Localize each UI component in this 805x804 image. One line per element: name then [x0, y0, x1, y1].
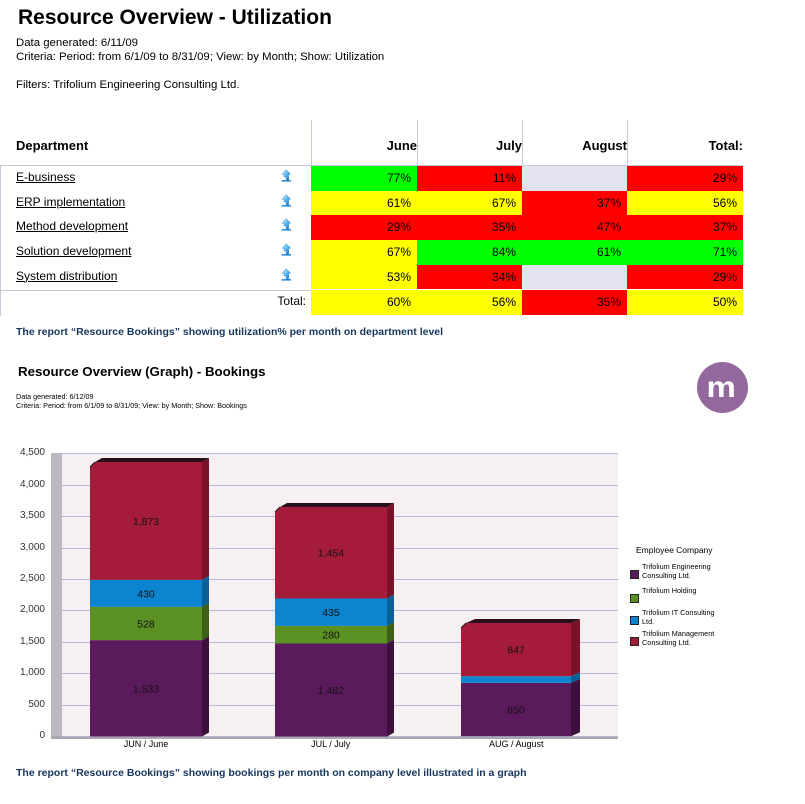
- svg-text:847: 847: [508, 646, 526, 657]
- svg-text:528: 528: [137, 618, 155, 630]
- svg-text:435: 435: [322, 608, 340, 619]
- svg-text:1,454: 1,454: [318, 548, 344, 559]
- svg-text:280: 280: [322, 630, 340, 641]
- svg-text:1,482: 1,482: [318, 686, 344, 697]
- svg-text:850: 850: [508, 705, 526, 716]
- svg-text:1,873: 1,873: [133, 516, 159, 528]
- svg-text:1,533: 1,533: [133, 683, 159, 695]
- svg-text:430: 430: [137, 588, 155, 600]
